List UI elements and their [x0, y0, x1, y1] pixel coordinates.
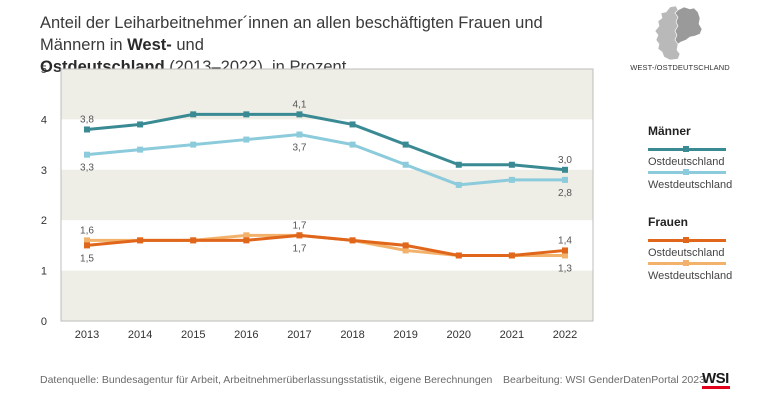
data-point-women-east — [84, 242, 90, 249]
data-point-men-west — [190, 141, 197, 148]
legend-item-women-east: Ostdeutschland — [648, 235, 732, 259]
data-point-men-west — [562, 176, 568, 183]
data-point-men-east — [84, 126, 90, 133]
x-tick-label: 2017 — [287, 329, 311, 341]
data-point-women-east — [455, 252, 462, 259]
legend-item-men-west: Westdeutschland — [648, 167, 733, 191]
data-point-women-east — [402, 242, 409, 249]
legend-swatch-women-east — [648, 236, 726, 243]
data-point-men-east — [562, 166, 568, 173]
data-point-men-west — [402, 161, 409, 168]
data-point-men-west — [455, 181, 462, 188]
data-point-women-east — [296, 232, 303, 239]
plot-frame — [60, 68, 594, 322]
data-point-women-west — [243, 232, 250, 239]
legend-label-women-west: Westdeutschland — [648, 270, 733, 282]
data-point-men-west — [296, 131, 303, 138]
data-point-men-west — [137, 146, 144, 153]
x-tick-label: 2016 — [234, 329, 258, 341]
series-line-women-east — [86, 233, 566, 257]
map-caption: WEST-/OSTDEUTSCHLAND — [630, 63, 730, 72]
data-point-women-east — [562, 247, 568, 254]
data-point-women-west — [562, 252, 568, 259]
data-label: 1,6 — [80, 225, 94, 236]
title-part-2: und — [171, 36, 204, 54]
east-germany-shape — [674, 6, 703, 45]
legend-men: Männer Ostdeutschland Westdeutschland — [648, 124, 733, 191]
legend-swatch-men-east — [648, 145, 726, 152]
legend-men-title: Männer — [648, 124, 691, 138]
data-point-men-west — [508, 176, 515, 183]
legend-label-women-east: Ostdeutschland — [648, 247, 725, 259]
series-line-men-east — [86, 112, 566, 172]
data-label: 3,3 — [80, 163, 94, 174]
legend-swatch-men-west — [648, 168, 726, 175]
data-point-men-east — [137, 121, 144, 128]
legend-swatch-women-west — [648, 259, 726, 266]
data-point-men-east — [349, 121, 356, 128]
wsi-logo: WSI — [702, 370, 730, 392]
x-tick-label: 2018 — [340, 329, 364, 341]
x-tick-label: 2014 — [128, 329, 152, 341]
data-point-men-west — [243, 136, 250, 143]
data-point-men-east — [243, 111, 250, 118]
data-label: 1,3 — [558, 263, 572, 274]
y-tick-label: 0 — [41, 316, 47, 328]
legend-label-men-west: Westdeutschland — [648, 179, 733, 191]
data-label: 1,4 — [558, 235, 572, 246]
data-label: 1,5 — [80, 253, 94, 264]
wsi-logo-text: WSI — [702, 370, 729, 387]
data-point-women-east — [190, 237, 197, 244]
y-tick-label: 2 — [41, 215, 47, 227]
data-label: 4,1 — [292, 99, 306, 110]
data-point-men-east — [455, 161, 462, 168]
x-tick-label: 2015 — [181, 329, 205, 341]
data-point-women-west — [84, 237, 90, 244]
x-tick-label: 2022 — [553, 329, 577, 341]
data-point-men-east — [190, 111, 197, 118]
grid-band — [61, 169, 593, 221]
y-tick-label: 3 — [41, 165, 47, 177]
data-label: 1,7 — [292, 243, 306, 254]
legend-label-men-east: Ostdeutschland — [648, 156, 725, 168]
x-tick-label: 2013 — [75, 329, 99, 341]
data-point-women-east — [243, 237, 250, 244]
data-point-men-east — [508, 161, 515, 168]
data-label: 2,8 — [558, 188, 572, 199]
title-part-1: Anteil der Leiharbeitnehmer´innen an all… — [40, 14, 543, 54]
data-point-women-east — [508, 252, 515, 259]
data-label: 3,7 — [292, 143, 306, 154]
y-tick-label: 4 — [41, 114, 47, 126]
y-tick-label: 5 — [41, 64, 47, 76]
data-point-women-west — [402, 247, 409, 254]
y-tick-label: 1 — [41, 266, 47, 278]
grid-band — [61, 270, 593, 321]
source-note: Datenquelle: Bundesagentur für Arbeit, A… — [40, 374, 493, 386]
data-point-men-west — [84, 151, 90, 158]
legend-women-title: Frauen — [648, 215, 689, 229]
series-line-men-west — [86, 133, 565, 187]
data-label: 1,7 — [292, 220, 306, 231]
data-point-men-east — [296, 111, 303, 118]
legend-item-men-east: Ostdeutschland — [648, 144, 732, 168]
wsi-logo-bar — [702, 386, 730, 389]
data-point-women-east — [349, 237, 356, 244]
x-tick-label: 2021 — [500, 329, 524, 341]
data-label: 3,0 — [558, 155, 572, 166]
grid-band — [61, 69, 593, 120]
legend-women: Frauen Ostdeutschland Westdeutschland — [648, 215, 733, 282]
credit-note: Bearbeitung: WSI GenderDatenPortal 2023 — [503, 374, 705, 386]
germany-map-icon — [654, 5, 703, 61]
data-point-men-east — [402, 141, 409, 148]
x-tick-label: 2020 — [447, 329, 471, 341]
data-label: 3,8 — [80, 114, 94, 125]
title-bold-west: West- — [127, 36, 172, 54]
legend-item-women-west: Westdeutschland — [648, 258, 733, 282]
data-point-men-west — [349, 141, 356, 148]
x-tick-label: 2019 — [393, 329, 417, 341]
data-point-women-east — [137, 237, 144, 244]
